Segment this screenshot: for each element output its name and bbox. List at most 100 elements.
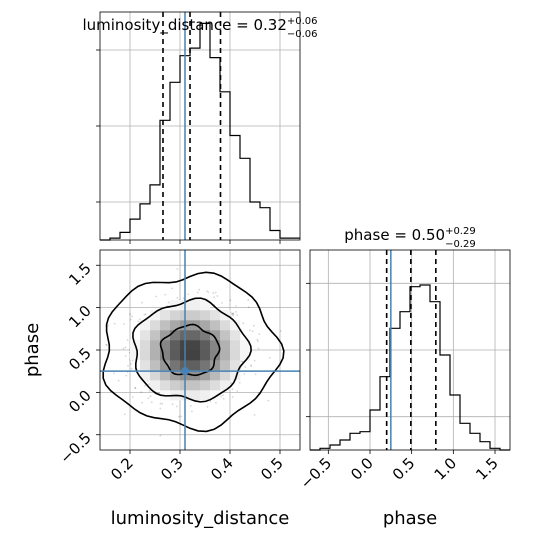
density-cell (190, 330, 201, 341)
sample-point (113, 322, 116, 325)
sample-point (155, 295, 158, 298)
density-cell (220, 330, 231, 341)
density-cell (230, 360, 241, 371)
density-cell (150, 320, 161, 331)
sample-point (238, 381, 241, 384)
x-axis-label-phase: phase (383, 508, 437, 529)
density-cell (170, 380, 181, 391)
sample-point (231, 312, 233, 315)
sample-point (175, 405, 178, 408)
x-tick-label: 1.0 (431, 454, 461, 484)
sample-point (107, 324, 109, 327)
sample-point (267, 399, 270, 402)
sample-point (231, 313, 234, 316)
density-cell (170, 330, 181, 341)
sample-point (250, 365, 253, 368)
sample-point (180, 415, 183, 418)
sample-point (253, 324, 255, 327)
density-cell (220, 340, 231, 351)
density-cell (130, 350, 141, 361)
sample-point (250, 364, 252, 366)
phase-marginal-panel: −0.5 0.0 0.5 1.0 1.5 phase phase = 0.50+0.29… (297, 226, 511, 529)
sample-point (159, 407, 162, 410)
density-cell (170, 310, 181, 321)
density-cell (200, 360, 211, 371)
sample-point (191, 410, 193, 413)
joint-2d-panel: 0.2 0.3 0.4 0.5 −0.5 0.0 0.5 1.0 1.5 luminosity… (22, 249, 301, 529)
sample-point (232, 312, 235, 315)
density-cell (160, 370, 171, 381)
sample-point (129, 363, 132, 365)
sample-point (236, 314, 238, 316)
y-ticks (96, 49, 100, 203)
sample-point (212, 292, 215, 294)
density-cell (160, 320, 171, 331)
density-cell (200, 350, 211, 361)
sample-point (236, 390, 239, 392)
sample-point (279, 330, 282, 332)
density-cell (190, 310, 201, 321)
sample-point (132, 396, 134, 398)
density-cell (170, 360, 181, 371)
sample-point (232, 314, 235, 317)
density-cell (160, 380, 171, 391)
sample-point (134, 386, 137, 389)
sample-point (253, 359, 256, 362)
sample-point (137, 320, 140, 323)
sample-point (247, 299, 250, 301)
density-cell (150, 310, 161, 321)
y-axis-label-phase: phase (22, 323, 43, 377)
sample-point (144, 384, 146, 387)
contour-level-2 (132, 297, 252, 403)
density-cell (190, 360, 201, 371)
density-cell (220, 360, 231, 371)
x-tick-label: 0.3 (157, 454, 187, 484)
sample-point (257, 340, 259, 343)
density-cell (190, 300, 201, 311)
sample-point (214, 291, 217, 294)
density-cell (170, 350, 181, 361)
density-cell (140, 360, 151, 371)
sample-point (134, 387, 137, 390)
sample-point (138, 318, 141, 320)
sample-point (167, 301, 170, 304)
sample-point (141, 401, 144, 404)
density-cell (230, 350, 241, 361)
sample-point (124, 355, 127, 357)
sample-point (197, 291, 199, 294)
sample-point (249, 329, 251, 332)
density-cell (170, 340, 181, 351)
sample-point (235, 305, 237, 307)
density-cell (160, 330, 171, 341)
sample-point (207, 291, 210, 294)
luminosity-distance-marginal-panel: luminosity_distance = 0.32+0.06 −0.06 (82, 11, 318, 244)
sample-point (198, 288, 201, 291)
contour-levels (102, 271, 285, 433)
sample-point (122, 347, 125, 350)
density-cell (230, 370, 241, 381)
x-ticks (129, 240, 281, 244)
sample-point (130, 367, 133, 370)
y-tick-label: 0.0 (65, 386, 95, 416)
x-ticks: −0.5 0.0 0.5 1.0 1.5 (297, 450, 502, 493)
sample-point (256, 338, 259, 341)
sample-point (131, 315, 133, 318)
density-cell (190, 350, 201, 361)
density-cell (200, 380, 211, 391)
density-cell (210, 390, 221, 401)
grid (310, 250, 510, 450)
sample-point (123, 413, 126, 416)
sample-point (206, 290, 209, 293)
density-cell (230, 340, 241, 351)
sample-point (144, 313, 147, 316)
sample-point (247, 306, 250, 309)
sample-point (231, 396, 234, 398)
density-cell (220, 380, 231, 391)
density-cell (150, 330, 161, 341)
x-tick-label: −0.5 (297, 454, 335, 492)
sample-point (123, 323, 125, 325)
sample-point (258, 333, 261, 335)
density-cell (200, 340, 211, 351)
sample-point (243, 373, 246, 375)
